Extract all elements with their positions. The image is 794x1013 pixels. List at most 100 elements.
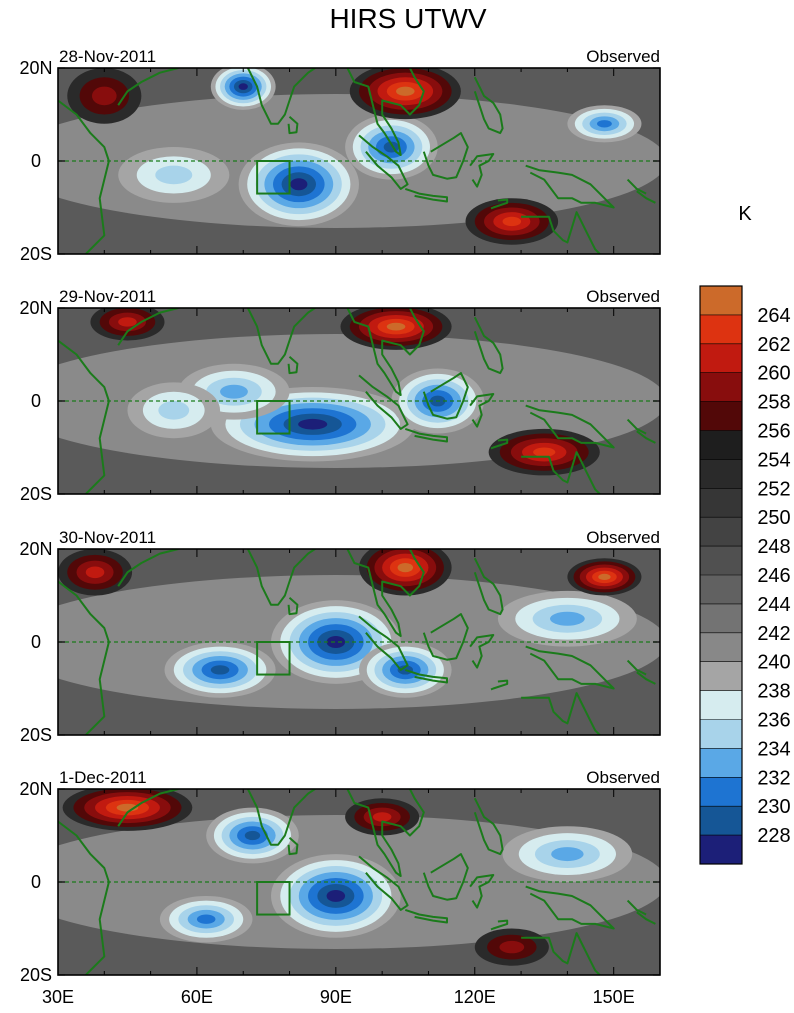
contour-dry (396, 86, 415, 96)
contour-dry (598, 573, 611, 581)
figure-title: HIRS UTWV (329, 3, 486, 34)
y-tick-label: 0 (31, 151, 41, 171)
contour-dry (386, 322, 406, 331)
contour-dry (118, 317, 137, 327)
contour-dry (533, 447, 556, 457)
study-box (256, 400, 291, 435)
coastline (346, 789, 425, 877)
colorbar-level: 234 (757, 738, 790, 760)
coastline (287, 837, 299, 856)
colorbar-level: 264 (757, 305, 790, 327)
colorbar-level: 262 (757, 334, 790, 356)
coastline (469, 393, 495, 428)
colorbar-level: 228 (757, 825, 790, 847)
y-tick-label: 0 (31, 632, 41, 652)
contour-moist (244, 830, 261, 841)
map-panel: 29-Nov-2011 Observed 20N 0 20S (19, 287, 661, 504)
coastline (521, 211, 601, 254)
colorbar-level: 236 (757, 710, 790, 732)
colorbar-swatch (700, 286, 742, 316)
coastline (636, 911, 656, 925)
coastline (422, 613, 469, 661)
y-tick-label: 20S (20, 484, 52, 504)
x-tick-label: 120E (454, 987, 496, 1007)
coastline (58, 99, 110, 254)
coastline (246, 549, 317, 606)
colorbar-swatch (700, 343, 742, 374)
y-tick-label: 20S (20, 725, 52, 745)
panel-label-right: Observed (586, 768, 660, 787)
colorbar-swatch (700, 314, 742, 345)
contour-moist (158, 401, 190, 420)
coastline (473, 76, 504, 135)
coastline (246, 68, 317, 125)
coastline (525, 645, 615, 690)
contour-moist (290, 178, 308, 191)
coastline (404, 668, 448, 684)
panel-date: 28-Nov-2011 (59, 47, 156, 66)
colorbar-level: 240 (757, 652, 790, 674)
colorbar-swatch (700, 806, 742, 836)
coastline (358, 615, 409, 671)
coastline (473, 557, 504, 616)
colorbar-swatch (700, 459, 742, 489)
coastline (473, 797, 504, 856)
coastline (358, 134, 409, 190)
colorbar-level: 248 (757, 536, 790, 558)
x-tick-label: 60E (181, 987, 213, 1007)
panel-date: 30-Nov-2011 (59, 528, 156, 547)
colorbar-level: 252 (757, 478, 790, 500)
contour-dry (372, 812, 392, 822)
coastline (58, 820, 110, 975)
map-panel: 30-Nov-2011 Observed 20N 0 20S (19, 528, 661, 745)
colorbar-swatch (700, 575, 742, 605)
coastline (358, 374, 409, 430)
colorbar-swatch (700, 719, 742, 749)
contour-moist (597, 120, 612, 128)
y-tick-label: 20S (20, 244, 52, 264)
contour-field (58, 68, 660, 254)
coastline (521, 692, 601, 735)
coastline (404, 427, 448, 443)
colorbar: K 264 262 260 258 256 254 252 250 248 246 244 242 24… (699, 203, 791, 865)
coastline (346, 308, 425, 396)
colorbar-swatch (700, 401, 742, 431)
colorbar-level: 258 (757, 392, 790, 414)
coastline (422, 132, 469, 180)
study-box (256, 881, 291, 916)
y-tick-label: 20N (19, 58, 52, 78)
coastline (183, 308, 185, 309)
coastline (346, 68, 425, 156)
study-box (256, 160, 291, 195)
contour-moist (220, 384, 248, 399)
coastline (521, 932, 601, 975)
contour-moist (238, 83, 248, 90)
contour-dry (499, 940, 525, 954)
coastline (626, 899, 647, 916)
panels: 28-Nov-2011 Observed 20N 0 20S 29-Nov-2011 Obs… (19, 47, 661, 1007)
coastline (58, 339, 110, 494)
coastline (287, 116, 299, 135)
panel-label-right: Observed (586, 528, 660, 547)
colorbar-level: 250 (757, 507, 790, 529)
coastline (287, 597, 299, 616)
coastline (287, 356, 299, 375)
coastline (469, 634, 495, 669)
colorbar-level: 244 (757, 594, 790, 616)
map-panel: 28-Nov-2011 Observed 20N 0 20S (19, 47, 661, 264)
coastline (422, 853, 469, 901)
coastline (358, 855, 409, 911)
colorbar-level: 246 (757, 565, 790, 587)
colorbar-level: 260 (757, 363, 790, 385)
coastline (525, 404, 615, 449)
study-box (256, 641, 291, 676)
contour-moist (551, 847, 584, 862)
coastline (404, 908, 448, 924)
coastline (626, 178, 647, 195)
colorbar-swatch (700, 603, 742, 634)
panel-date: 29-Nov-2011 (59, 287, 156, 306)
colorbar-swatch (700, 690, 742, 720)
colorbar-level: 232 (757, 767, 790, 789)
x-tick-label: 30E (42, 987, 74, 1007)
